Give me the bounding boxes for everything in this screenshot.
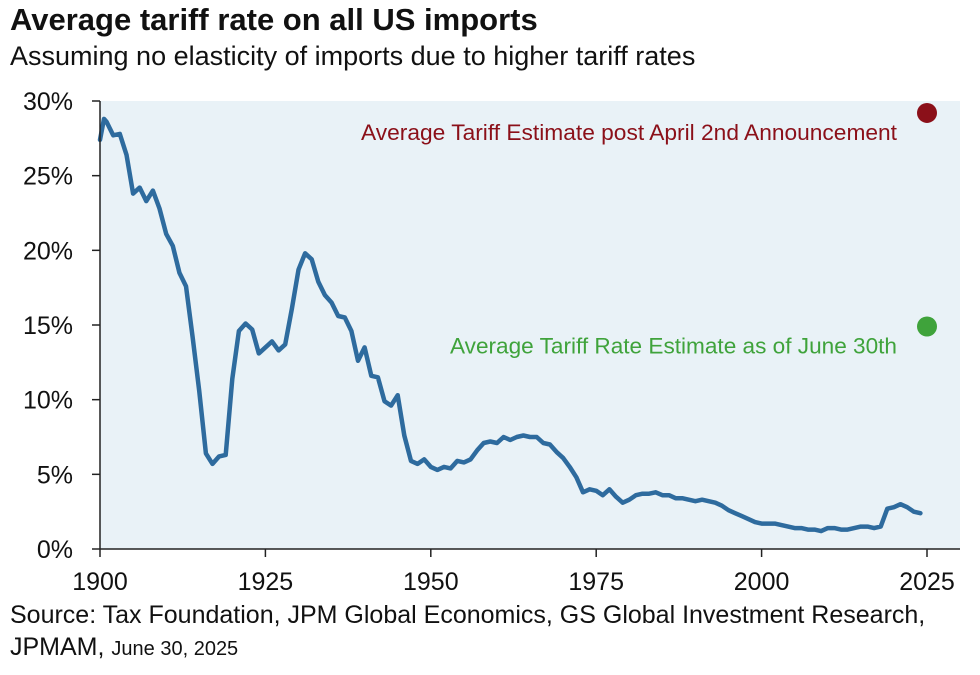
annotation-marker-1: [917, 102, 937, 123]
line-chart: 0% 5% 10% 15% 20% 25% 30% 1900 1925 1950 1975 2000…: [23, 88, 960, 596]
annotation-label-1: Average Tariff Estimate post April 2nd A…: [361, 120, 897, 145]
chart-subtitle: Assuming no elasticity of imports due to…: [10, 41, 696, 71]
y-tick-label: 0%: [37, 536, 73, 564]
source-date: June 30, 2025: [111, 638, 239, 660]
y-tick-label: 25%: [23, 163, 73, 191]
x-tick-label: 1925: [238, 568, 294, 596]
y-tick-label: 30%: [23, 88, 73, 116]
x-tick-label: 2025: [899, 568, 955, 596]
y-tick-label: 10%: [23, 387, 73, 415]
source-text: Source: Tax Foundation, JPM Global Econo…: [10, 601, 926, 661]
y-tick-label: 5%: [37, 461, 73, 489]
annotation-label-2: Average Tariff Rate Estimate as of June …: [450, 333, 897, 358]
chart-title: Average tariff rate on all US imports: [10, 2, 538, 37]
source-note: Source: Tax Foundation, JPM Global Econo…: [10, 599, 970, 665]
y-tick-label: 20%: [23, 237, 73, 265]
annotation-marker-2: [917, 316, 937, 337]
x-tick-label: 1975: [568, 568, 624, 596]
plot-area: [100, 101, 960, 549]
x-tick-label: 2000: [734, 568, 790, 596]
x-tick-label: 1950: [403, 568, 459, 596]
x-tick-label: 1900: [72, 568, 128, 596]
y-axis-ticks: 0% 5% 10% 15% 20% 25% 30%: [23, 88, 100, 564]
annotations: Average Tariff Estimate post April 2nd A…: [361, 102, 937, 358]
y-tick-label: 15%: [23, 312, 73, 340]
series-line-average-tariff: [97, 116, 923, 534]
x-axis-ticks: 1900 1925 1950 1975 2000 2025: [72, 549, 955, 596]
